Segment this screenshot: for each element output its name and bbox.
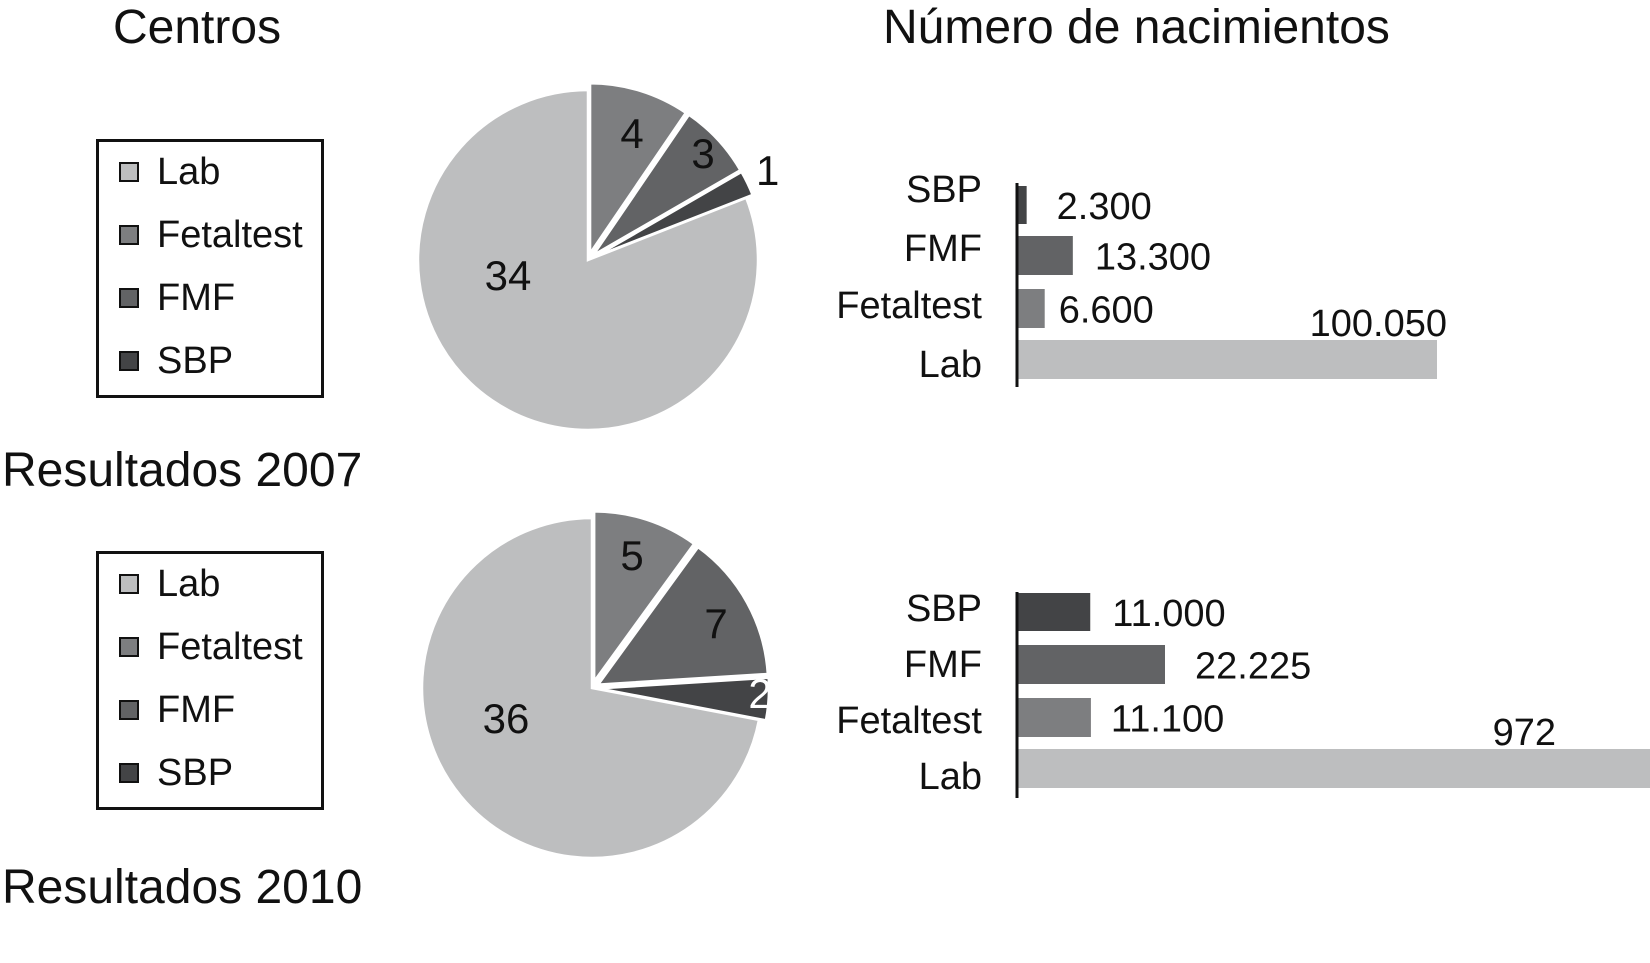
bar-value-label: 11.000 (1112, 593, 1225, 635)
bar-fmf (1018, 236, 1073, 275)
legend-label: FMF (157, 689, 236, 731)
pie-slice-sbp-0 (593, 170, 755, 259)
bar-category-label: FMF (904, 644, 982, 686)
bar-sbp (1018, 186, 1027, 224)
pie-label-fetaltest: 5 (620, 532, 643, 579)
legend-swatch (119, 288, 139, 308)
legend-swatch (119, 763, 139, 783)
legend-item-fmf: FMF (119, 278, 235, 318)
bar-value-label: 972 (1493, 712, 1556, 754)
panel-title-2007: Resultados 2007 (2, 444, 363, 497)
legend-swatch (119, 162, 139, 182)
bar-lab (1018, 749, 1650, 788)
nacimientos-header: Número de nacimientos (883, 1, 1390, 54)
legend-label: SBP (157, 340, 234, 382)
bar-fetaltest (1018, 698, 1091, 737)
pie-slice-sbp-1 (598, 676, 771, 722)
bar-value-label: 13.300 (1095, 237, 1211, 279)
legend-label: Fetaltest (157, 214, 303, 256)
legend-swatch (119, 700, 139, 720)
legend-item-sbp: SBP (119, 341, 233, 381)
pie-label-sbp: 2 (748, 670, 771, 717)
bar-category-label: Fetaltest (836, 285, 982, 327)
bar-category-label: SBP (906, 169, 982, 211)
pie-label-sbp: 1 (756, 147, 779, 194)
legend-swatch (119, 225, 139, 245)
bar-category-label: Fetaltest (836, 700, 982, 742)
bar-category-label: Lab (919, 756, 982, 798)
legend-label: SBP (157, 752, 234, 794)
legend-label: Lab (157, 151, 221, 193)
bar-lab (1018, 340, 1437, 379)
bar-value-label: 6.600 (1059, 290, 1154, 332)
bar-category-label: FMF (904, 228, 982, 270)
bar-category-label: SBP (906, 588, 982, 630)
legend-item-fetaltest: Fetaltest (119, 627, 303, 667)
legend-label: Fetaltest (157, 626, 303, 668)
pie-slice-fmf-0 (592, 113, 743, 257)
bar-category-label: Lab (919, 344, 982, 386)
centros-header: Centros (113, 1, 282, 54)
panel-title-2010: Resultados 2010 (2, 861, 363, 914)
pie-slice-fetaltest-1 (592, 510, 696, 686)
legend-2007: Lab Fetaltest FMF SBP (96, 139, 324, 398)
legend-item-lab: Lab (119, 564, 220, 604)
pie-slice-fmf-1 (595, 545, 770, 687)
bar-value-label: 22.225 (1195, 646, 1311, 688)
legend-item-sbp: SBP (119, 753, 233, 793)
pie-label-fetaltest: 4 (620, 110, 643, 157)
legend-item-fetaltest: Fetaltest (119, 215, 303, 255)
pie-label-fmf: 3 (691, 130, 714, 177)
bar-fmf (1018, 645, 1165, 684)
pie-slice-lab-1 (420, 516, 761, 860)
bar-value-label: 2.300 (1057, 186, 1152, 228)
pie-slice-fetaltest-0 (588, 82, 688, 258)
pie-label-lab: 36 (483, 695, 530, 742)
legend-label: FMF (157, 277, 236, 319)
legend-swatch (119, 351, 139, 371)
legend-swatch (119, 637, 139, 657)
bar-value-label: 11.100 (1111, 699, 1224, 741)
bar-value-label: 100.050 (1310, 303, 1447, 345)
legend-item-fmf: FMF (119, 690, 235, 730)
legend-item-lab: Lab (119, 152, 220, 192)
legend-2010: Lab Fetaltest FMF SBP (96, 551, 324, 810)
pie-slice-lab-0 (416, 88, 760, 432)
legend-label: Lab (157, 563, 221, 605)
bar-fetaltest (1018, 289, 1045, 328)
pie-label-fmf: 7 (704, 600, 727, 647)
legend-swatch (119, 574, 139, 594)
pie-label-lab: 34 (485, 252, 532, 299)
bar-sbp (1018, 593, 1091, 631)
